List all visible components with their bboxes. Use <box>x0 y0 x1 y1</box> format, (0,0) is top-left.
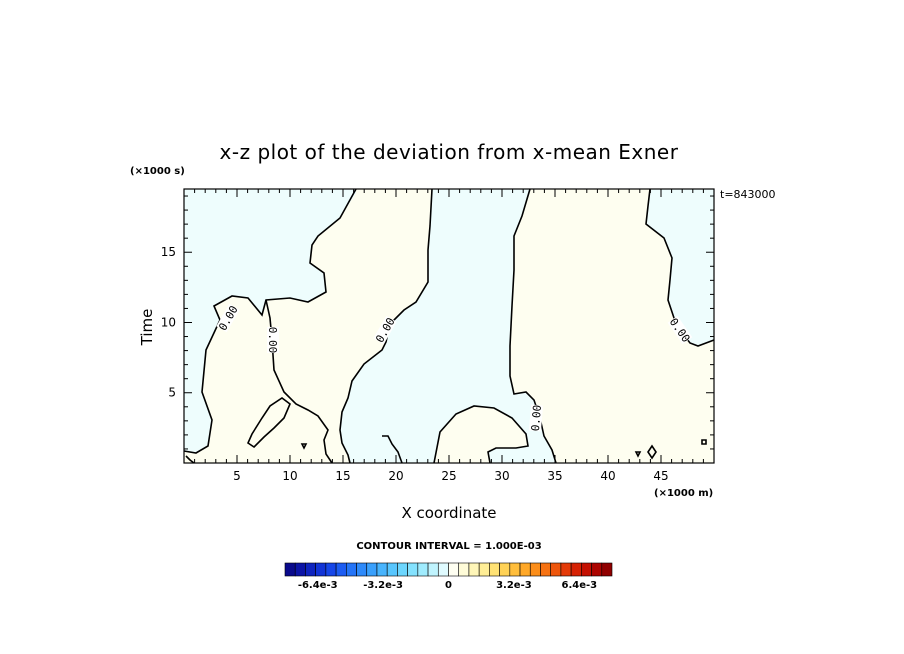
colorbar-cell <box>591 562 603 577</box>
x-tick-label: 30 <box>494 469 509 483</box>
y-scale-note: (×1000 s) <box>130 166 185 177</box>
colorbar-cell <box>335 562 347 577</box>
contour-line-4 <box>246 397 291 449</box>
colorbar-tick-label: 6.4e-3 <box>561 580 597 591</box>
x-tick-labels: 5 10 15 20 25 30 35 40 45 <box>233 469 668 483</box>
contour-label: 0.00 <box>266 327 279 354</box>
contour-line-7 <box>645 188 715 347</box>
colorbar-cell <box>417 562 429 577</box>
colorbar-tick-label: -3.2e-3 <box>363 580 403 591</box>
y-tick-label: 10 <box>161 315 176 329</box>
colorbar-cell <box>356 562 368 577</box>
positive-region-left <box>184 189 432 463</box>
x-tick-label: 5 <box>233 469 241 483</box>
colorbar-cell <box>478 562 490 577</box>
colorbar-cell <box>509 562 521 577</box>
colorbar-cell <box>581 562 592 577</box>
x-tick-label: 40 <box>600 469 615 483</box>
contour-label-bg <box>267 327 279 353</box>
contour-line-1 <box>183 188 357 454</box>
contour-label: 0.00 <box>529 404 544 432</box>
colorbar-cell <box>540 562 551 577</box>
colorbar-cell <box>570 562 582 577</box>
colorbar-cell <box>468 562 480 577</box>
contour-line-9 <box>185 455 195 464</box>
colorbar-cell <box>489 562 500 577</box>
colorbar-cell <box>560 562 572 577</box>
contour-line-5 <box>433 405 529 464</box>
contour-line-13 <box>634 451 642 458</box>
contour-line-11 <box>701 439 707 445</box>
contour-line-3 <box>339 188 433 464</box>
colorbar-cell <box>407 562 419 577</box>
colorbar-cell <box>284 562 296 577</box>
y-axis-label: Time <box>138 309 156 347</box>
colorbar-cell <box>325 562 337 577</box>
colorbar-tick-labels: -6.4e-3 -3.2e-3 0 3.2e-3 6.4e-3 <box>298 580 597 591</box>
colorbar <box>284 562 613 577</box>
colorbar-cell <box>550 562 562 577</box>
contour-lines <box>183 188 715 464</box>
colorbar-tick-label: -6.4e-3 <box>298 580 338 591</box>
positive-region-right <box>510 189 714 463</box>
x-tick-label: 15 <box>335 469 350 483</box>
x-tick-label: 20 <box>388 469 403 483</box>
colorbar-cell <box>366 562 378 577</box>
colorbar-cell <box>315 562 327 577</box>
colorbar-cell <box>448 562 460 577</box>
colorbar-cell <box>601 562 613 577</box>
contour-label-bg <box>667 315 693 345</box>
colorbar-cell <box>294 562 306 577</box>
colorbar-cell <box>519 562 531 577</box>
y-tick-label: 5 <box>168 386 176 400</box>
x-scale-note: (×1000 m) <box>654 488 713 499</box>
x-tick-label: 25 <box>441 469 456 483</box>
colorbar-cell <box>376 562 388 577</box>
contour-label-bg <box>528 404 544 432</box>
y-tick-label: 15 <box>161 245 176 259</box>
positive-region-island <box>248 398 290 447</box>
colorbar-cell <box>499 562 511 577</box>
colorbar-cell <box>386 562 398 577</box>
contour-line-12 <box>300 443 308 450</box>
positive-region-middle <box>434 406 528 463</box>
chart-title: x-z plot of the deviation from x-mean Ex… <box>220 140 679 164</box>
contour-label-bg <box>216 303 240 333</box>
x-tick-label: 35 <box>547 469 562 483</box>
x-tick-label: 10 <box>282 469 297 483</box>
x-tick-label: 45 <box>653 469 668 483</box>
colorbar-tick-label: 3.2e-3 <box>496 580 532 591</box>
time-label: t=843000 <box>720 188 776 201</box>
colorbar-tick-label: 0 <box>445 580 452 591</box>
colorbar-cell <box>458 562 470 577</box>
colorbar-cell <box>437 562 449 577</box>
contour-interval: CONTOUR INTERVAL = 1.000E-03 <box>356 541 541 552</box>
contour-line-8 <box>382 435 403 464</box>
colorbar-cell <box>346 562 357 577</box>
x-axis-label: X coordinate <box>401 504 496 522</box>
contour-line-10 <box>647 444 657 460</box>
plot-area: 0.000.00 0.000.000.00 <box>183 188 715 464</box>
y-tick-labels: 5 10 15 <box>161 245 176 400</box>
colorbar-cell <box>397 562 408 577</box>
contour-line-6 <box>509 188 557 464</box>
contour-label-bg <box>373 315 397 345</box>
positive-regions <box>184 189 714 463</box>
colorbar-cell <box>427 562 439 577</box>
colorbar-cell <box>529 562 541 577</box>
colorbar-cell <box>305 562 316 577</box>
axis-ticks <box>184 189 714 463</box>
